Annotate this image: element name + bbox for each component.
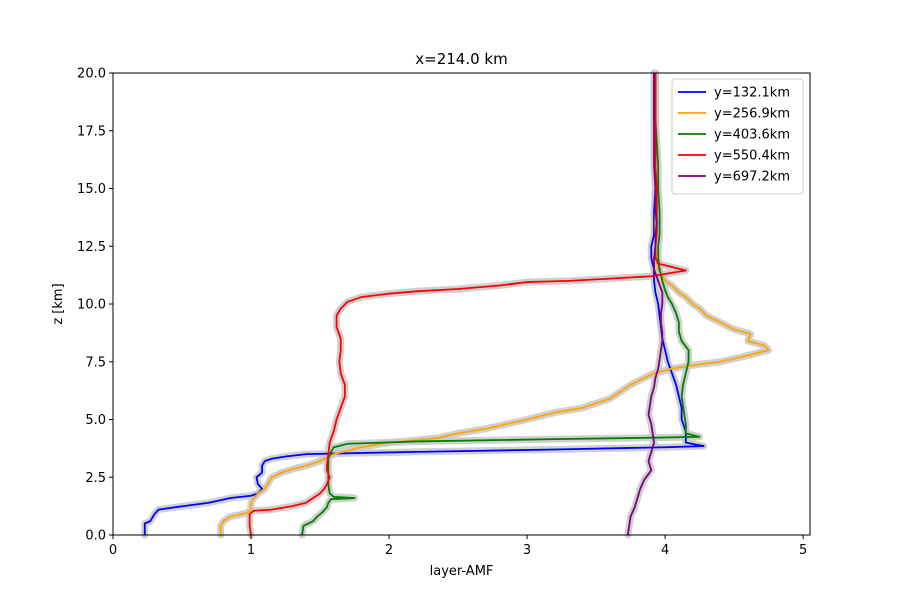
series-line-5 <box>626 73 664 536</box>
y-tick-label: 12.5 <box>77 240 106 255</box>
series-lines <box>143 73 770 536</box>
legend-label: y=550.4km <box>714 149 790 164</box>
y-tick-label: 20.0 <box>77 67 106 82</box>
x-axis-label: layer-AMF <box>430 564 494 579</box>
legend-label: y=403.6km <box>714 128 790 143</box>
x-tick-label: 5 <box>799 543 807 558</box>
legend-label: y=256.9km <box>714 107 790 122</box>
legend-box <box>671 78 804 195</box>
y-tick-label: 10.0 <box>77 298 106 313</box>
y-tick-label: 5.0 <box>85 413 106 428</box>
legend: y=132.1km y=256.9km y=403.6km y=550.4km y=69… <box>671 78 804 195</box>
legend-label: y=132.1km <box>714 86 790 101</box>
legend-label: y=697.2km <box>714 170 790 185</box>
x-tick-label: 0 <box>109 543 117 558</box>
x-tick-label: 2 <box>385 543 393 558</box>
y-axis-ticks: 0.0 2.5 5.0 7.5 10.0 12.5 15.0 17.5 20.0 <box>77 67 113 544</box>
chart-title: x=214.0 km <box>415 50 507 68</box>
y-tick-label: 2.5 <box>85 471 106 486</box>
x-tick-label: 4 <box>661 543 669 558</box>
series-line-3 <box>301 73 701 536</box>
y-tick-label: 17.5 <box>77 124 106 139</box>
y-tick-label: 15.0 <box>77 182 106 197</box>
series-line-2 <box>219 73 770 535</box>
y-axis-label: z [km] <box>51 283 66 324</box>
x-tick-label: 1 <box>247 543 255 558</box>
x-tick-label: 3 <box>523 543 531 558</box>
x-axis-ticks: 0 1 2 3 4 5 <box>109 535 807 558</box>
y-tick-label: 0.0 <box>85 529 106 544</box>
y-tick-label: 7.5 <box>85 355 106 370</box>
